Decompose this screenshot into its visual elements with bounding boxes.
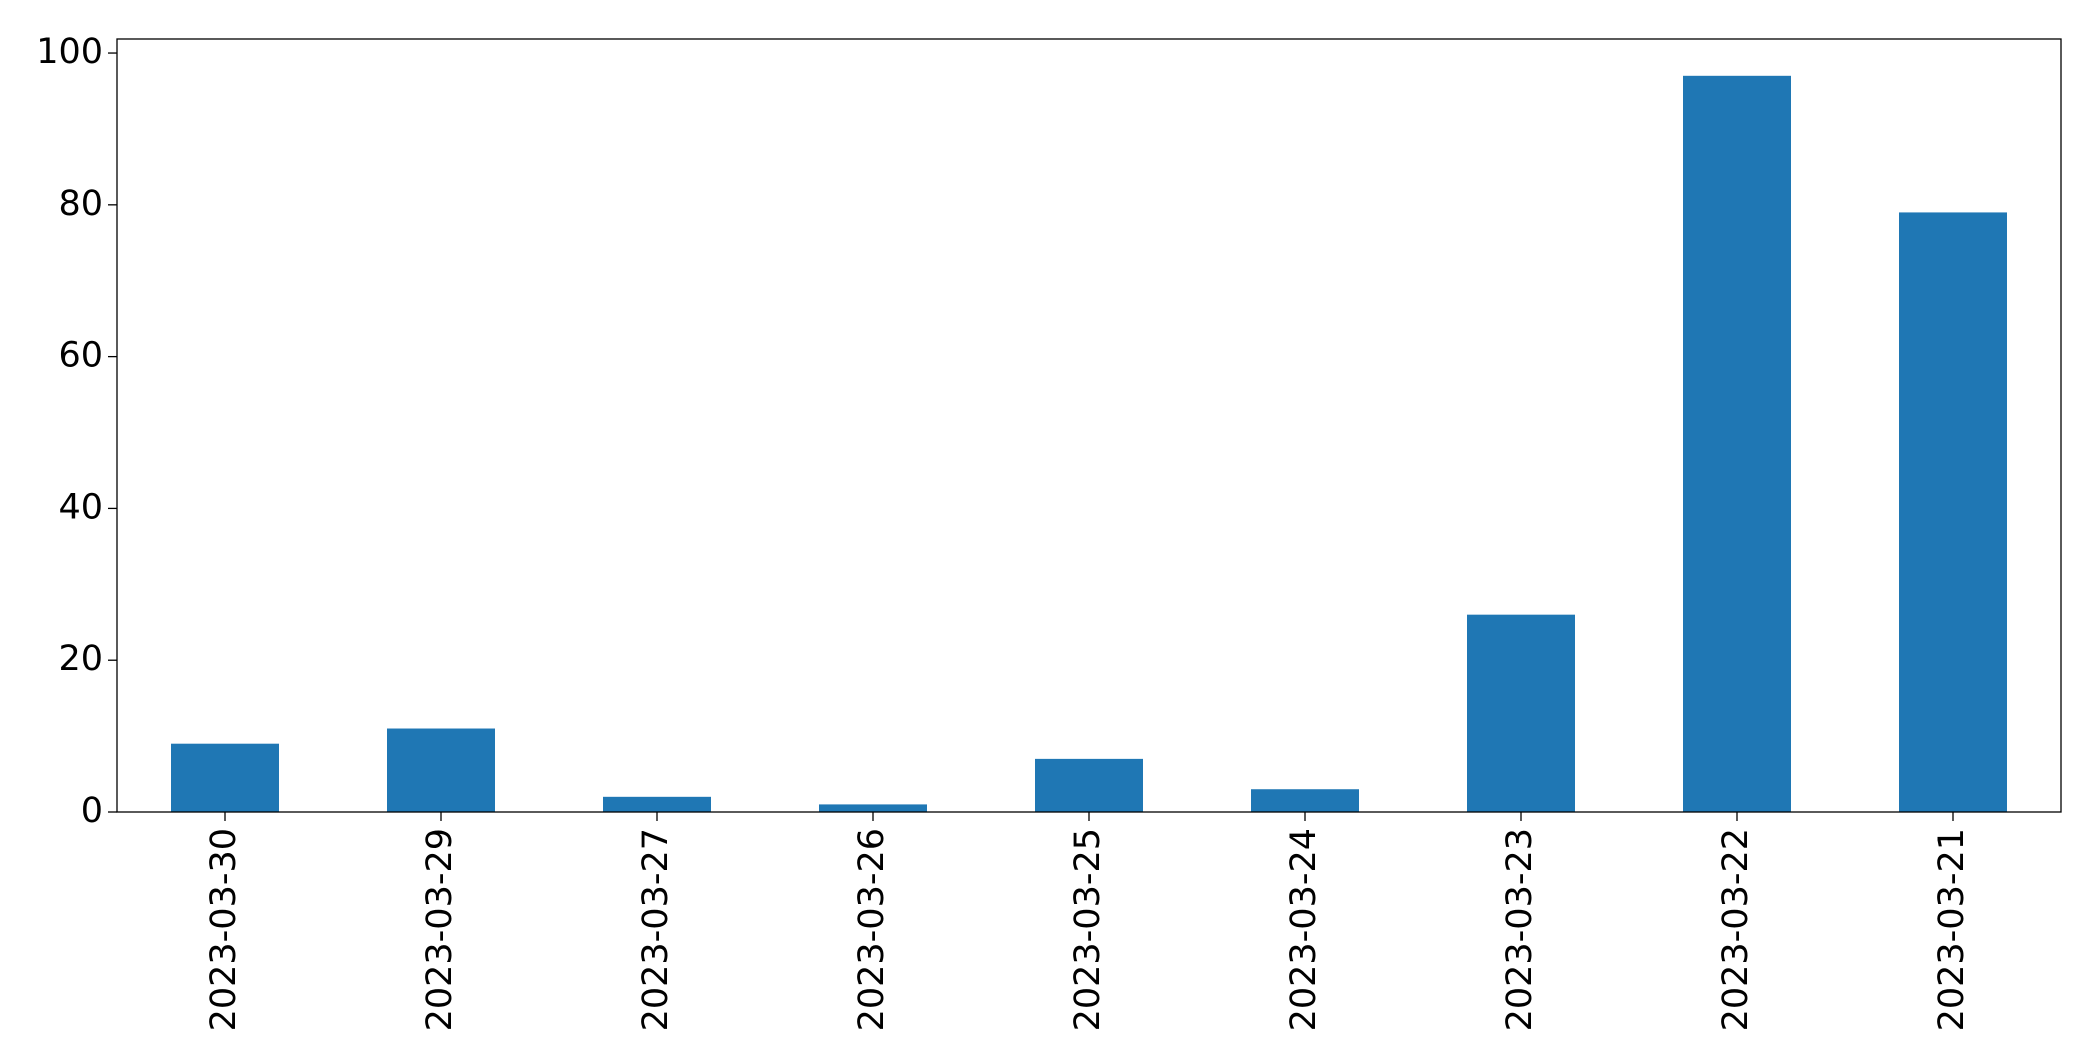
x-tick-label: 2023-03-24	[1284, 828, 1324, 1031]
bar	[1467, 614, 1575, 812]
y-tick-label: 0	[81, 791, 103, 831]
bar	[1899, 212, 2007, 813]
y-tick-label: 40	[58, 487, 103, 527]
bar	[1035, 758, 1143, 812]
x-tick-label: 2023-03-22	[1716, 828, 1756, 1031]
bar	[603, 796, 711, 812]
bar	[387, 728, 495, 812]
x-tick-label: 2023-03-23	[1500, 828, 1540, 1031]
bar	[1683, 75, 1791, 813]
x-tick-label: 2023-03-21	[1932, 828, 1972, 1031]
x-tick-label: 2023-03-26	[852, 828, 892, 1031]
plot-frame	[116, 38, 2062, 813]
x-tick-label: 2023-03-29	[420, 828, 460, 1031]
x-tick-label: 2023-03-30	[204, 828, 244, 1031]
x-tick-label: 2023-03-27	[636, 828, 676, 1031]
bar	[819, 804, 927, 812]
bar	[171, 743, 279, 812]
y-tick-label: 80	[58, 184, 103, 224]
bar	[1251, 789, 1359, 812]
y-tick-label: 60	[58, 336, 103, 376]
y-tick-label: 100	[36, 32, 103, 72]
y-tick-label: 20	[58, 639, 103, 679]
x-tick-label: 2023-03-25	[1068, 828, 1108, 1031]
